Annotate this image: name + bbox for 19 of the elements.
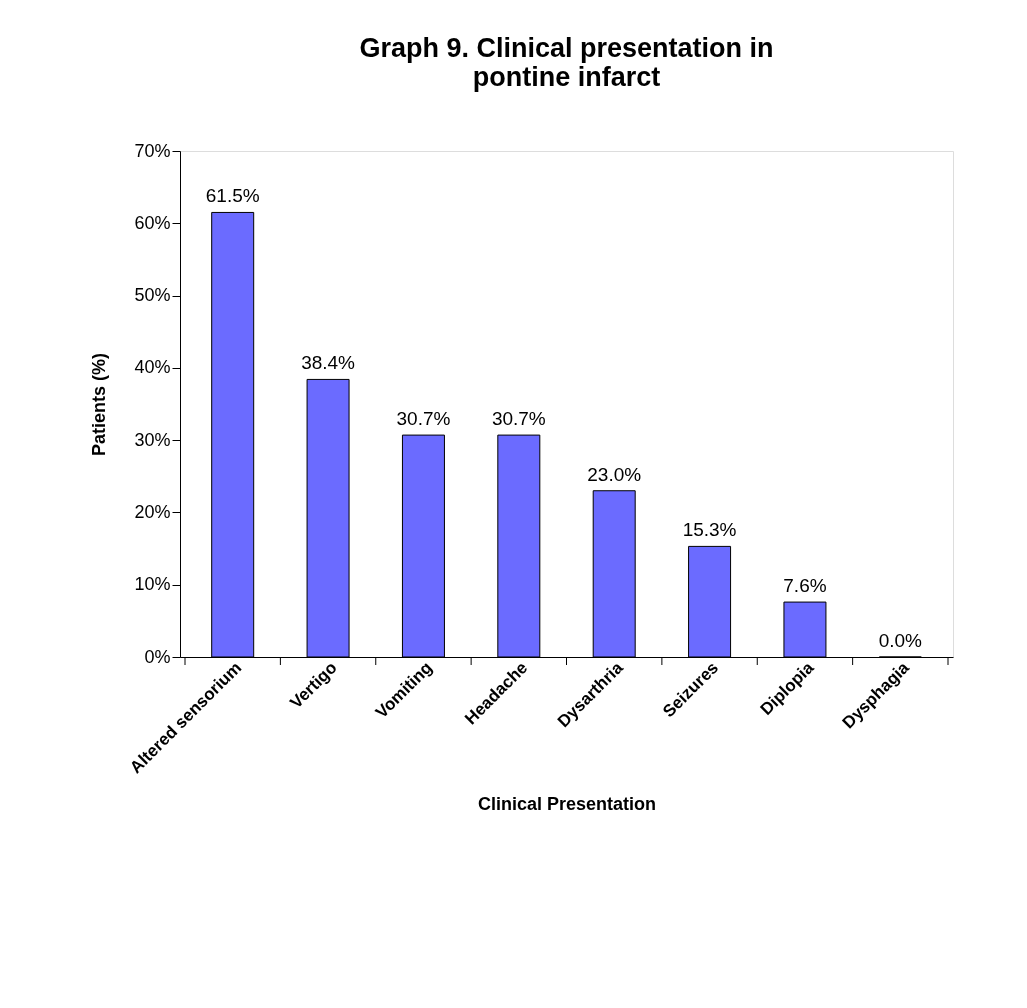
data-label: 15.3% bbox=[682, 519, 737, 541]
x-axis-title: Clinical Presentation bbox=[477, 794, 657, 815]
data-label: 61.5% bbox=[205, 185, 260, 207]
y-tick-label: 20% bbox=[134, 501, 171, 522]
y-tick-label: 70% bbox=[134, 140, 171, 161]
data-label: 38.4% bbox=[301, 352, 356, 374]
y-tick-label: 30% bbox=[134, 429, 171, 450]
y-tick-label: 50% bbox=[134, 285, 171, 306]
y-tick-label: 10% bbox=[134, 574, 171, 595]
data-label: 30.7% bbox=[396, 408, 451, 430]
data-label: 7.6% bbox=[783, 575, 827, 597]
data-label: 0.0% bbox=[878, 630, 923, 651]
data-label: 23.0% bbox=[587, 463, 642, 485]
data-label: 30.7% bbox=[491, 408, 546, 430]
chart-title: Graph 9. Clinical presentation in pontine infarct bbox=[359, 33, 774, 92]
y-tick-label: 40% bbox=[134, 357, 171, 378]
y-axis-title: Patients (%) bbox=[89, 352, 110, 457]
y-tick-label: 0% bbox=[144, 646, 171, 667]
y-tick-label: 60% bbox=[134, 212, 171, 233]
